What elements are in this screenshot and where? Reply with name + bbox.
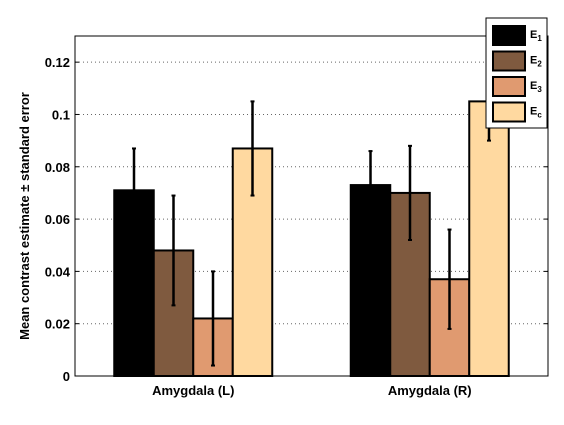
legend-swatch xyxy=(492,25,526,46)
grid-lines xyxy=(75,61,548,325)
y-tick-label: 0.1 xyxy=(52,107,70,122)
y-tick-label: 0.12 xyxy=(45,55,70,70)
y-tick-label: 0.08 xyxy=(45,160,70,175)
legend-swatch xyxy=(492,101,526,123)
y-tick-label: 0.06 xyxy=(45,212,70,227)
x-category-label: Amygdala (R) xyxy=(388,383,472,398)
bar xyxy=(468,100,510,377)
y-axis-label: Mean contrast estimate ± standard error xyxy=(17,92,32,340)
y-axis-ticks: 0 0.02 0.04 0.06 0.08 0.1 0.12 xyxy=(45,55,548,384)
plot-frame xyxy=(74,35,549,377)
legend-swatch xyxy=(492,76,526,97)
legend-swatch xyxy=(492,50,526,72)
y-tick-label: 0.02 xyxy=(45,317,70,332)
x-axis-categories: Amygdala (L) Amygdala (R) xyxy=(152,372,472,398)
y-tick-label: 0.04 xyxy=(45,264,71,279)
x-category-label: Amygdala (L) xyxy=(152,383,234,398)
y-tick-label: 0 xyxy=(63,369,70,384)
error-bars xyxy=(132,61,491,367)
